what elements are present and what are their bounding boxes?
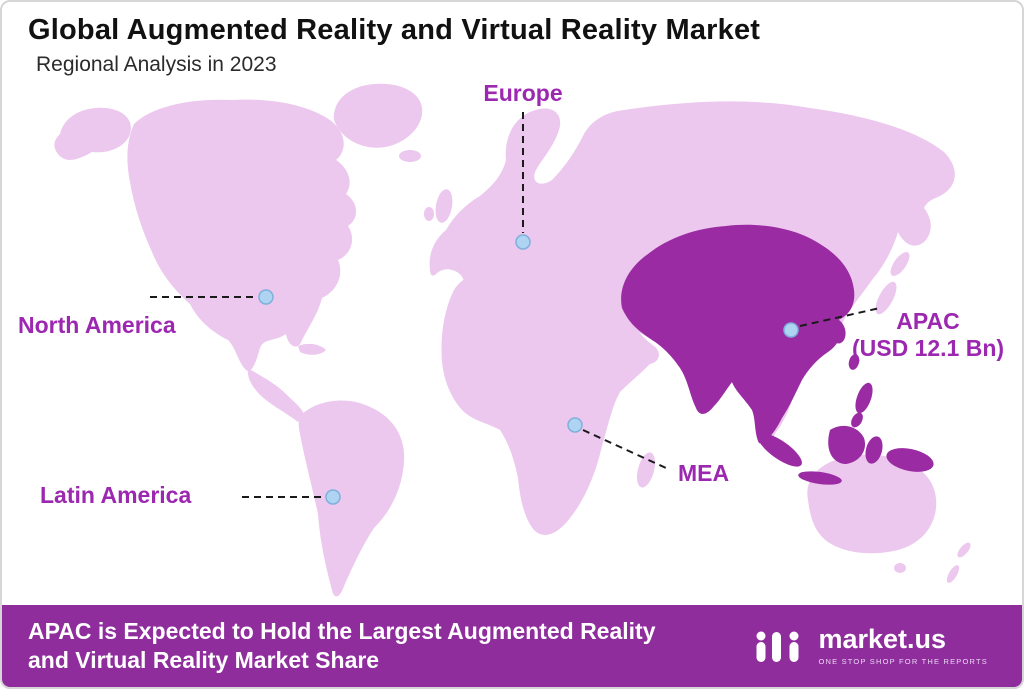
leader-line-apac xyxy=(799,307,881,327)
label-europe: Europe xyxy=(483,80,563,106)
brand-texts: market.us ONE STOP SHOP FOR THE REPORTS xyxy=(818,624,988,667)
new-guinea-highlight xyxy=(886,448,934,472)
label-apac-name: APAC xyxy=(896,308,960,334)
brand-block: market.us ONE STOP SHOP FOR THE REPORTS xyxy=(754,626,1022,666)
sulawesi-highlight xyxy=(865,436,883,464)
tasmania-landmass xyxy=(894,563,906,573)
philippines-highlight xyxy=(855,382,873,414)
japan-south-landmass xyxy=(875,281,897,315)
label-mea: MEA xyxy=(678,460,730,486)
marketus-logo-icon xyxy=(756,631,799,662)
label-latin-america: Latin America xyxy=(40,482,192,508)
label-north-america: North America xyxy=(18,312,176,338)
iceland-landmass xyxy=(399,150,421,162)
africa-landmass xyxy=(441,265,659,535)
footer-banner: APAC is Expected to Hold the Largest Aug… xyxy=(2,605,1022,687)
south-america-landmass xyxy=(298,400,405,597)
java-highlight xyxy=(798,471,842,485)
header: Global Augmented Reality and Virtual Rea… xyxy=(28,14,760,77)
ireland-landmass xyxy=(424,207,434,221)
mea-marker xyxy=(567,417,583,433)
latin-america-marker xyxy=(325,489,341,505)
alaska-landmass xyxy=(54,107,131,160)
brand-tagline: ONE STOP SHOP FOR THE REPORTS xyxy=(818,657,988,666)
label-apac: APAC (USD 12.1 Bn) xyxy=(840,308,1016,362)
new-zealand-north-landmass xyxy=(957,542,971,558)
brand-name: market.us xyxy=(818,624,947,654)
europe-marker xyxy=(515,234,531,250)
central-america-landmass xyxy=(247,368,304,422)
north-america-marker xyxy=(258,289,274,305)
label-apac-value: (USD 12.1 Bn) xyxy=(851,335,1005,361)
new-zealand-south-landmass xyxy=(946,565,960,583)
korea-highlight xyxy=(831,318,846,344)
sumatra-highlight xyxy=(758,433,802,467)
taiwan-highlight xyxy=(848,354,860,370)
world-map xyxy=(54,83,971,597)
philippines-south-highlight xyxy=(851,412,863,428)
footer-message: APAC is Expected to Hold the Largest Aug… xyxy=(2,617,754,675)
madagascar-landmass xyxy=(636,452,656,488)
japan-north-landmass xyxy=(890,252,910,276)
uk-landmass xyxy=(435,189,453,223)
footer-line-1: APAC is Expected to Hold the Largest Aug… xyxy=(28,618,656,645)
apac-marker xyxy=(783,322,799,338)
greenland-landmass xyxy=(333,83,423,148)
sakhalin-landmass xyxy=(881,220,891,248)
cuba-landmass xyxy=(298,343,326,355)
borneo-highlight xyxy=(828,425,866,464)
footer-line-2: and Virtual Reality Market Share xyxy=(28,647,380,673)
apac-region-highlight xyxy=(621,224,855,443)
leader-line-mea xyxy=(582,429,667,469)
north-america-landmass xyxy=(127,99,357,371)
page-title: Global Augmented Reality and Virtual Rea… xyxy=(28,14,761,46)
page-subtitle: Regional Analysis in 2023 xyxy=(36,53,277,76)
